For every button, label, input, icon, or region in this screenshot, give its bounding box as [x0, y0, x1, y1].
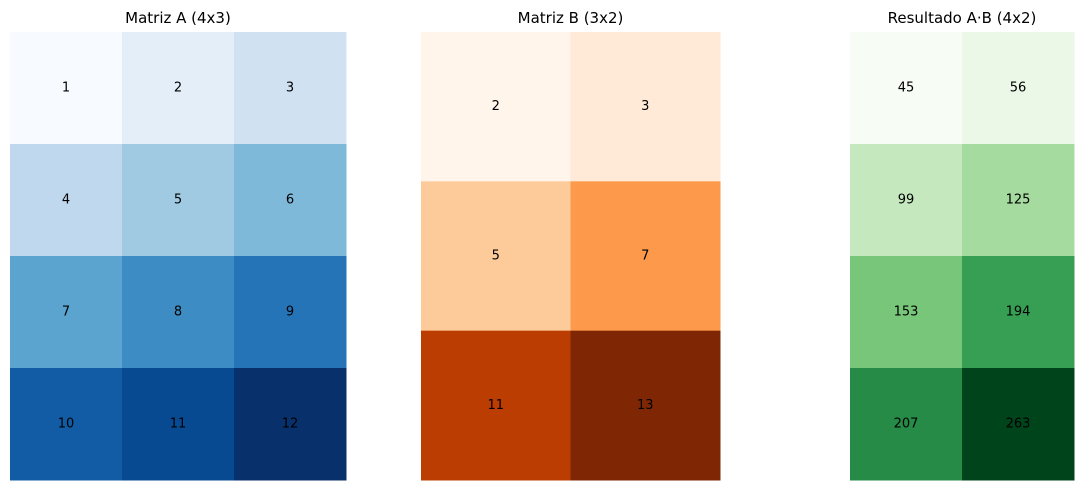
matrix-a-value-label: 10: [58, 417, 75, 432]
matrix-a-cell-r2-c0: [10, 256, 123, 369]
matrix-b-value-label: 3: [641, 99, 649, 114]
matrix-b-cell-r0-c1: [570, 32, 721, 182]
matrix-b-value-label: 11: [487, 398, 504, 413]
matrix-b-title: Matriz B (3x2): [518, 9, 624, 27]
matrix-b-cell-r2-c0: [421, 330, 571, 481]
matrix-a-cell-r3-c2: [234, 368, 347, 481]
matrix-b-cell-r1-c0: [421, 181, 571, 332]
matrix-a-value-label: 3: [286, 81, 294, 96]
matrix-a-value-label: 1: [62, 81, 70, 96]
matrix-a-cell-r0-c2: [234, 32, 347, 145]
matrix-a-value-label: 12: [282, 417, 299, 432]
matrix-result-value-label: 194: [1006, 305, 1031, 320]
matrix-result-cell-r2-c1: [962, 256, 1075, 369]
matrix-b-value-label: 5: [492, 249, 500, 264]
matrix-a-heatmap: Matriz A (4x3)1 2 34 5 67 8 910 11 12: [10, 9, 347, 481]
matrix-result-title: Resultado A·B (4x2): [888, 9, 1037, 27]
matrix-a-value-label: 5: [174, 193, 182, 208]
matrix-a-value-label: 4: [62, 193, 70, 208]
matrix-b-value-label: 13: [637, 398, 654, 413]
matrix-result-cell-r1-c0: [850, 144, 963, 257]
matrix-b-cell-r0-c0: [421, 32, 571, 182]
matrix-result-cell-r0-c1: [962, 32, 1075, 145]
matrix-a-value-label: 9: [286, 305, 294, 320]
matrix-result-value-label: 263: [1006, 417, 1031, 432]
matrix-a-cell-r2-c2: [234, 256, 347, 369]
matrix-b-cell-r2-c1: [570, 330, 721, 481]
matrix-a-cell-r3-c1: [122, 368, 235, 481]
matrix-result-value-label: 125: [1006, 193, 1031, 208]
matrix-a-cell-r1-c1: [122, 144, 235, 257]
matrix-a-value-label: 2: [174, 81, 182, 96]
matrix-result-value-label: 207: [894, 417, 919, 432]
matrix-a-value-label: 11: [170, 417, 187, 432]
matrix-b-cell-r1-c1: [570, 181, 721, 332]
matrix-result-value-label: 99: [898, 193, 915, 208]
matrix-a-cell-r1-c2: [234, 144, 347, 257]
matrix-a-value-label: 7: [62, 305, 70, 320]
matrix-a-cell-r2-c1: [122, 256, 235, 369]
matrix-b-heatmap: Matriz B (3x2) 2 3 5 7 11 13: [421, 9, 721, 481]
matrix-result-value-label: 56: [1010, 81, 1027, 96]
matrix-result-cell-r3-c1: [962, 368, 1075, 481]
matrix-b-value-label: 7: [641, 249, 649, 264]
matrix-a-cell-r0-c0: [10, 32, 123, 145]
matrix-a-value-label: 8: [174, 305, 182, 320]
matrix-result-heatmap: Resultado A·B (4x2) 45 56 99 125 153 194 207 263: [850, 9, 1075, 481]
matrix-result-cell-r0-c0: [850, 32, 963, 145]
matrix-result-cell-r3-c0: [850, 368, 963, 481]
matrix-result-value-label: 45: [898, 81, 915, 96]
matrix-a-title: Matriz A (4x3): [125, 9, 231, 27]
matrix-a-cell-r0-c1: [122, 32, 235, 145]
matrix-a-cell-r3-c0: [10, 368, 123, 481]
matrix-a-cell-r1-c0: [10, 144, 123, 257]
matrix-result-value-label: 153: [894, 305, 919, 320]
matrix-a-value-label: 6: [286, 193, 294, 208]
matrix-result-cell-r1-c1: [962, 144, 1075, 257]
matrix-b-value-label: 2: [492, 99, 500, 114]
matrix-result-cell-r2-c0: [850, 256, 963, 369]
